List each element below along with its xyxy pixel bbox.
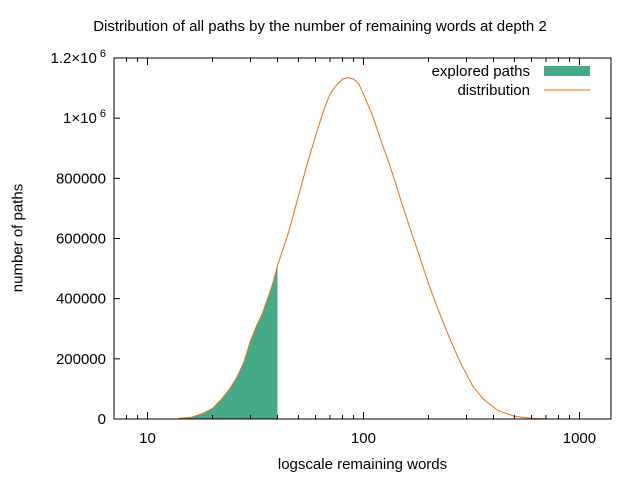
data-point (267, 298, 269, 300)
data-point (329, 93, 331, 95)
data-point (347, 77, 349, 79)
data-point (371, 114, 373, 116)
data-point (243, 361, 245, 363)
legend-label: explored paths (432, 63, 530, 80)
data-point (358, 83, 360, 85)
y-tick-label: 600000 (56, 231, 106, 248)
data-point (190, 416, 193, 418)
data-point (427, 283, 430, 285)
x-tick-label: 100 (351, 430, 376, 447)
series-distribution-line (178, 77, 547, 420)
data-point (362, 93, 364, 95)
y-tick-label: 400000 (56, 291, 106, 308)
data-point (322, 111, 324, 113)
data-point (387, 159, 389, 161)
data-point (276, 265, 279, 267)
data-point (256, 325, 258, 327)
chart-title: Distribution of all paths by the number … (93, 18, 547, 35)
data-point (394, 180, 396, 182)
data-point (353, 78, 355, 80)
data-point (459, 361, 461, 363)
data-point (497, 410, 499, 412)
data-point (229, 388, 231, 390)
plot-frame (113, 57, 612, 420)
legend-swatch-explored-paths (544, 66, 590, 76)
data-point (236, 376, 238, 378)
data-point (448, 337, 450, 339)
data-point (261, 313, 263, 315)
data-point (409, 228, 411, 231)
data-point (418, 252, 420, 255)
y-tick-label: 0 (98, 411, 106, 428)
y-tick-label: 800000 (56, 170, 106, 187)
data-point (335, 84, 338, 86)
series-explored-paths-area (179, 265, 278, 419)
data-point (306, 162, 308, 164)
data-point (249, 340, 252, 342)
data-point (211, 407, 214, 410)
data-point (272, 283, 274, 285)
data-point (202, 413, 204, 415)
data-point (436, 307, 438, 309)
data-point (400, 201, 403, 203)
x-tick-label: 1000 (563, 430, 596, 447)
data-point (379, 138, 382, 140)
y-tick-label: 200000 (56, 351, 106, 368)
data-point (287, 231, 290, 234)
data-point (314, 135, 317, 137)
legend-label: distribution (457, 82, 530, 99)
y-tick-label: 1×10 6 (63, 108, 106, 127)
y-tick-label: 1.2×10 6 (51, 48, 106, 67)
x-tick-label: 10 (139, 430, 156, 447)
data-point (472, 385, 474, 387)
x-axis-label: logscale remaining words (277, 456, 448, 473)
legend: explored paths distribution (432, 63, 590, 99)
data-point (483, 398, 485, 400)
data-point (220, 398, 222, 400)
data-point (297, 195, 299, 197)
data-point (341, 78, 344, 80)
